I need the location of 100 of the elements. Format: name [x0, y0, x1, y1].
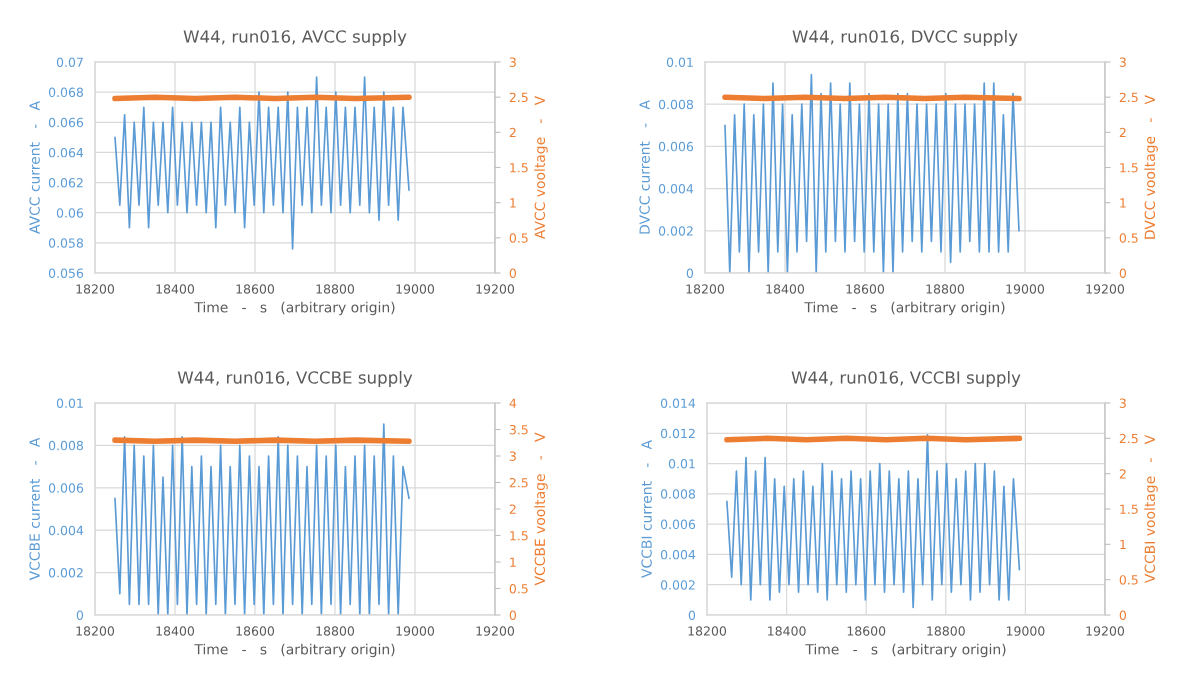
y2-axis-title: VCCBE vooltage - V [534, 432, 548, 586]
x-tick-label: 18200 [688, 626, 727, 636]
x-tick-label: 18800 [316, 284, 355, 294]
x-tick-label: 18600 [846, 284, 885, 294]
y2-tick-label: 0 [509, 268, 517, 278]
x-tick-label: 19000 [1006, 626, 1045, 636]
y-axis-title: AVCC current - A [29, 101, 40, 234]
y2-axis-title: AVCC vooltage - V [534, 95, 548, 240]
y-axis-title: DVCC current - A [639, 100, 650, 234]
x-tick-label: 18600 [236, 626, 275, 636]
y2-tick-label: 0.5 [1119, 233, 1138, 243]
x-axis-title: Time - s (arbitrary origin) [194, 643, 395, 658]
y2-tick-label: 0 [509, 610, 517, 620]
y-tick-label: 0 [76, 610, 84, 620]
y-tick-label: 0.002 [48, 568, 83, 578]
y2-tick-label: 2.5 [1119, 433, 1138, 444]
y2-tick-label: 3 [1119, 57, 1126, 67]
x-tick-label: 18800 [927, 626, 965, 636]
y2-tick-label: 1 [510, 557, 516, 567]
y2-axis-title: VCCBI vooltage - V [1144, 434, 1158, 584]
y2-tick-label: 3 [509, 57, 516, 67]
x-tick-label: 18400 [156, 284, 195, 294]
y2-tick-label: 0.5 [509, 583, 528, 594]
x-tick-label: 18800 [926, 284, 965, 294]
y2-tick-label: 3 [1119, 398, 1126, 408]
y2-tick-label: 3.5 [509, 424, 528, 435]
y-tick-label: 0.004 [660, 549, 696, 560]
chart-title: W44, run016, VCCBE supply [177, 370, 413, 388]
y-tick-label: 0.062 [48, 178, 83, 188]
y-tick-label: 0.006 [48, 483, 84, 493]
chart-title: W44, run016, DVCC supply [792, 29, 1018, 47]
y-tick-label: 0.006 [658, 141, 694, 152]
x-tick-label: 19200 [476, 284, 515, 294]
y2-tick-label: 0 [1119, 610, 1127, 620]
y2-tick-label: 2.5 [509, 92, 528, 103]
y-tick-label: 0.07 [56, 57, 83, 67]
x-tick-label: 19200 [1086, 626, 1125, 636]
x-axis-title: Time - s (arbitrary origin) [194, 301, 395, 316]
y2-tick-label: 4 [509, 398, 517, 408]
y-tick-label: 0.068 [48, 87, 84, 98]
x-tick-label: 19000 [1006, 284, 1045, 294]
y2-axis-title: DVCC vooltage - V [1144, 95, 1158, 239]
y-tick-label: 0.002 [658, 226, 693, 236]
y-tick-label: 0.056 [48, 268, 84, 278]
y2-tick-label: 2 [509, 504, 516, 514]
y2-tick-label: 1.5 [1120, 163, 1138, 173]
x-tick-label: 19000 [396, 284, 435, 294]
y-tick-label: 0.004 [658, 184, 694, 194]
x-tick-label: 18400 [766, 284, 805, 294]
line-series [726, 433, 1021, 609]
y-tick-label: 0.006 [660, 519, 696, 530]
y2-tick-label: 2.5 [509, 477, 528, 488]
y-axis-title: VCCBE current - A [29, 437, 40, 581]
x-axis-title: Time - s (arbitrary origin) [804, 301, 1005, 316]
y-tick-label: 0.012 [660, 428, 695, 439]
y-tick-label: 0.014 [660, 398, 696, 408]
y-tick-label: 0 [686, 268, 694, 278]
y2-tick-label: 1 [1120, 198, 1126, 208]
x-tick-label: 18400 [768, 626, 806, 636]
x-tick-label: 18600 [847, 626, 886, 636]
y-tick-label: 0.066 [48, 117, 84, 128]
x-tick-label: 19200 [476, 626, 515, 636]
y2-tick-label: 1 [1120, 539, 1126, 550]
y2-tick-label: 1 [510, 198, 516, 208]
x-tick-label: 18200 [686, 284, 725, 294]
y2-tick-label: 3 [509, 451, 516, 461]
y2-tick-label: 1.5 [1120, 504, 1138, 514]
y-tick-label: 0.008 [658, 99, 694, 110]
y2-tick-label: 2 [1119, 127, 1126, 138]
x-tick-label: 18600 [236, 284, 275, 294]
y-tick-label: 0.01 [56, 398, 83, 408]
chart-title: W44, run016, AVCC supply [183, 29, 407, 47]
chart-title: W44, run016, VCCBI supply [791, 370, 1021, 388]
y-tick-label: 0 [688, 610, 696, 620]
y2-tick-label: 1.5 [510, 163, 528, 173]
x-tick-label: 18200 [76, 284, 115, 294]
y-tick-label: 0.058 [48, 238, 84, 248]
y2-tick-label: 1.5 [510, 531, 528, 541]
y-axis-title: VCCBI current - A [641, 440, 652, 578]
line-series [114, 423, 410, 615]
y2-tick-label: 2 [509, 127, 516, 138]
y-tick-label: 0.004 [48, 525, 84, 536]
x-tick-label: 18400 [156, 626, 195, 636]
y-tick-label: 0.01 [666, 57, 693, 67]
line-series [114, 76, 410, 250]
line-series [724, 73, 1020, 273]
y-tick-label: 0.064 [48, 147, 84, 158]
y2-tick-label: 2 [1119, 469, 1126, 479]
y-tick-label: 0.008 [660, 489, 696, 499]
y2-tick-label: 2.5 [1119, 92, 1138, 103]
x-axis-title: Time - s (arbitrary origin) [805, 643, 1006, 658]
x-tick-label: 19200 [1086, 284, 1125, 294]
y-tick-label: 0.01 [668, 459, 695, 469]
y-tick-label: 0.002 [660, 580, 695, 590]
y-tick-label: 0.06 [56, 208, 84, 218]
x-tick-label: 18800 [316, 626, 355, 636]
x-tick-label: 19000 [396, 626, 435, 636]
x-tick-label: 18200 [76, 626, 115, 636]
y2-tick-label: 0.5 [1119, 575, 1138, 585]
y2-tick-label: 0 [1119, 268, 1127, 278]
